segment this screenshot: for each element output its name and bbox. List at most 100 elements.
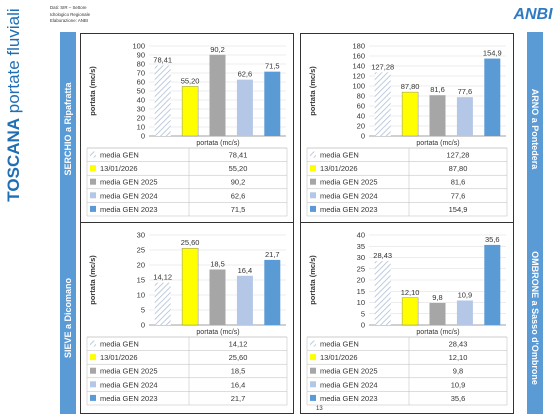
table-value: 71,5	[231, 205, 246, 214]
bar-4	[236, 79, 253, 136]
legend-entry: media GEN 2025	[320, 367, 378, 376]
station-label-ombrone: OMBRONE a Sasso d'Ombrone	[527, 221, 543, 414]
y-tick-label: 100	[352, 82, 365, 91]
chart-panel-arno: 0 20 40 60 80 100 120 140 160 180 portata (mc/s) 12…	[300, 33, 514, 225]
y-tick-label: 30	[357, 253, 365, 262]
y-tick-label: 60	[137, 78, 145, 87]
legend-entry: media GEN	[320, 340, 359, 349]
y-tick-label: 25	[137, 246, 145, 255]
bar-3	[209, 269, 226, 325]
bar-3	[429, 95, 446, 136]
y-tick-label: 20	[137, 114, 145, 123]
table-value: 21,7	[231, 394, 246, 403]
logo-text: ANBI	[513, 6, 553, 21]
source-line: Elaborazione: ANBI	[50, 18, 89, 24]
station-label-text: SIEVE a Dicomano	[63, 277, 73, 358]
y-tick-label: 120	[352, 72, 365, 81]
y-tick-label: 0	[361, 321, 365, 330]
table-value: 18,5	[231, 367, 246, 376]
table-value: 10,9	[451, 380, 466, 389]
legend-swatch	[310, 178, 316, 185]
y-tick-label: 50	[137, 87, 145, 96]
legend-swatch	[310, 354, 316, 361]
legend-entry: media GEN 2024	[100, 380, 158, 389]
legend-entry: 13/01/2026	[320, 353, 358, 362]
station-label-text: OMBRONE a Sasso d'Ombrone	[530, 250, 540, 385]
data-label: 62,6	[238, 70, 253, 79]
legend-entry: media GEN 2024	[320, 380, 378, 389]
bar-5	[264, 259, 281, 325]
data-label: 16,4	[238, 266, 253, 275]
legend-swatch	[310, 151, 316, 158]
bar-4	[456, 300, 473, 325]
legend-entry: media GEN 2025	[320, 178, 378, 187]
table-value: 12,10	[449, 353, 468, 362]
legend-entry: 13/01/2026	[100, 353, 138, 362]
y-tick-label: 25	[357, 264, 365, 273]
table-value: 35,6	[451, 394, 466, 403]
legend-swatch	[310, 394, 316, 401]
data-label: 25,60	[181, 238, 200, 247]
page-number: 13	[316, 406, 323, 412]
station-label-text: ARNO a Pontedera	[530, 88, 540, 169]
y-tick-label: 40	[357, 231, 365, 240]
bar-2	[181, 248, 199, 326]
x-axis-label: portata (mc/s)	[416, 329, 459, 336]
table-value: 28,43	[449, 340, 468, 349]
chart-sieve: 0 5 10 15 20 25 30 portata (mc/s) 14,12 25,60 18,5…	[86, 231, 288, 406]
table-value: 87,80	[449, 164, 468, 173]
legend-entry: media GEN 2023	[100, 394, 158, 403]
station-label-sieve: SIEVE a Dicomano	[60, 221, 76, 414]
source-note: Dati: SIR – Settore Idrologico Regionale…	[50, 5, 90, 25]
bar-5	[484, 58, 501, 136]
page-title: TOSCANA portate fluviali	[0, 0, 27, 420]
data-label: 14,12	[153, 273, 172, 282]
legend-entry: media GEN 2024	[100, 191, 158, 200]
y-tick-label: 40	[137, 96, 145, 105]
chart-panel-serchio: 0 10 20 30 40 50 60 70 80 90 100 portata (mc/s) 78,4…	[80, 33, 294, 225]
table-value: 55,20	[229, 164, 248, 173]
y-axis-label: portata (mc/s)	[308, 255, 317, 305]
table-value: 14,12	[229, 340, 248, 349]
legend-entry: media GEN	[100, 151, 139, 160]
legend-swatch	[90, 165, 96, 172]
data-label: 9,8	[432, 293, 442, 302]
legend-entry: media GEN 2025	[100, 178, 158, 187]
y-tick-label: 40	[357, 112, 365, 121]
page-title-rest: portate fluviali	[4, 8, 23, 118]
table-value: 9,8	[453, 367, 463, 376]
y-tick-label: 80	[357, 92, 365, 101]
x-axis-label: portata (mc/s)	[416, 140, 459, 147]
data-label: 55,20	[181, 76, 200, 85]
data-label: 78,41	[153, 55, 172, 64]
table-value: 16,4	[231, 380, 246, 389]
data-label: 154,9	[483, 49, 502, 58]
table-value: 77,6	[451, 191, 466, 200]
station-label-text: SERCHIO a Ripafratta	[63, 81, 73, 176]
data-label: 28,43	[373, 251, 392, 260]
y-tick-label: 180	[352, 42, 365, 51]
bar-1	[154, 282, 171, 325]
bar-2	[401, 91, 419, 137]
y-tick-label: 0	[361, 132, 365, 141]
legend-swatch	[90, 367, 96, 374]
bar-3	[429, 302, 446, 325]
y-tick-label: 70	[137, 69, 145, 78]
data-label: 21,7	[265, 250, 280, 259]
bar-5	[484, 244, 501, 325]
y-tick-label: 15	[357, 287, 365, 296]
legend-entry: media GEN	[320, 151, 359, 160]
data-label: 10,9	[458, 290, 473, 299]
source-line: Idrologico Regionale	[50, 11, 91, 17]
legend-entry: media GEN 2023	[100, 205, 158, 214]
table-value: 25,60	[229, 353, 248, 362]
y-tick-label: 160	[352, 52, 365, 61]
legend-entry: 13/01/2026	[100, 164, 138, 173]
y-tick-label: 20	[357, 276, 365, 285]
y-tick-label: 35	[357, 242, 365, 251]
y-tick-label: 15	[137, 276, 145, 285]
y-axis-label: portata (mc/s)	[88, 66, 97, 116]
legend-swatch	[90, 192, 96, 199]
y-tick-label: 0	[141, 321, 145, 330]
bar-4	[236, 275, 253, 325]
